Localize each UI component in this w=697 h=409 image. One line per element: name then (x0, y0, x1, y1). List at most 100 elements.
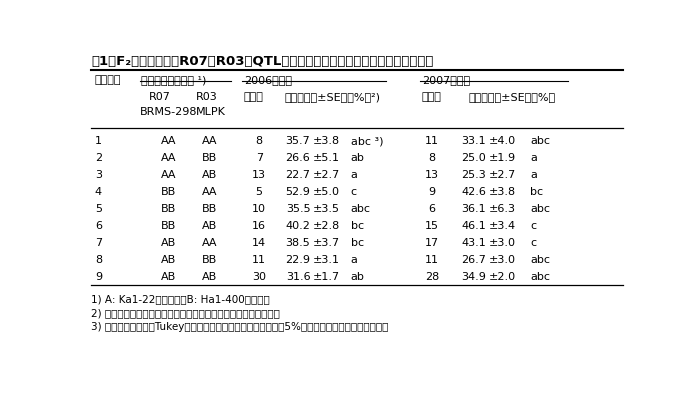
Text: ±1.9: ±1.9 (489, 153, 516, 163)
Text: c: c (530, 220, 537, 230)
Text: 9: 9 (95, 271, 102, 281)
Text: 個体数: 個体数 (244, 91, 263, 101)
Text: a: a (351, 170, 358, 180)
Text: bc: bc (530, 187, 544, 197)
Text: BB: BB (202, 153, 217, 163)
Text: 2006年検定: 2006年検定 (244, 74, 291, 84)
Text: 25.3: 25.3 (461, 170, 487, 180)
Text: 8: 8 (256, 136, 263, 146)
Text: ±3.0: ±3.0 (489, 254, 516, 264)
Text: AA: AA (202, 187, 217, 197)
Text: 16: 16 (252, 220, 266, 230)
Text: ±2.0: ±2.0 (489, 271, 516, 281)
Text: 11: 11 (425, 254, 439, 264)
Text: 個体数: 個体数 (422, 91, 442, 101)
Text: 17: 17 (425, 237, 439, 247)
Text: R07: R07 (149, 91, 171, 101)
Text: bc: bc (351, 237, 364, 247)
Text: ±2.7: ±2.7 (313, 170, 340, 180)
Text: BRMS-298: BRMS-298 (140, 107, 197, 117)
Text: 26.6: 26.6 (286, 153, 310, 163)
Text: ±6.3: ±6.3 (489, 203, 516, 213)
Text: 11: 11 (252, 254, 266, 264)
Text: 15: 15 (425, 220, 439, 230)
Text: a: a (530, 170, 537, 180)
Text: BB: BB (161, 203, 176, 213)
Text: abc: abc (530, 136, 551, 146)
Text: ab: ab (351, 271, 365, 281)
Text: 38.5: 38.5 (286, 237, 310, 247)
Text: abc: abc (351, 203, 371, 213)
Text: BB: BB (161, 187, 176, 197)
Text: c: c (351, 187, 357, 197)
Text: AB: AB (202, 271, 217, 281)
Text: 結実莢率（±SE）（%）: 結実莢率（±SE）（%） (468, 91, 556, 101)
Text: c: c (530, 237, 537, 247)
Text: 36.1: 36.1 (461, 203, 487, 213)
Text: AB: AB (161, 254, 176, 264)
Text: 2: 2 (95, 153, 102, 163)
Text: abc: abc (530, 254, 551, 264)
Text: 3) アルファベットはTukeyの多重比較検定の結果，同じ文字は5%水準で有意差がないことを示す: 3) アルファベットはTukeyの多重比較検定の結果，同じ文字は5%水準で有意差… (91, 321, 388, 331)
Text: ±2.8: ±2.8 (313, 220, 340, 230)
Text: ±3.7: ±3.7 (313, 237, 339, 247)
Text: グループ: グループ (95, 74, 121, 84)
Text: 13: 13 (425, 170, 439, 180)
Text: 8: 8 (95, 254, 102, 264)
Text: 46.1: 46.1 (461, 220, 487, 230)
Text: ±3.1: ±3.1 (313, 254, 339, 264)
Text: abc ³): abc ³) (351, 136, 383, 146)
Text: 33.1: 33.1 (461, 136, 487, 146)
Text: 42.6: 42.6 (461, 187, 487, 197)
Text: AB: AB (202, 220, 217, 230)
Text: BB: BB (161, 220, 176, 230)
Text: ±4.0: ±4.0 (489, 136, 516, 146)
Text: 結実莢率（±SE）（%）²): 結実莢率（±SE）（%）²) (285, 91, 381, 101)
Text: 2007年検定: 2007年検定 (422, 74, 470, 84)
Text: ±3.0: ±3.0 (489, 237, 516, 247)
Text: 22.7: 22.7 (285, 170, 310, 180)
Text: 1: 1 (95, 136, 102, 146)
Text: 1) A: Ka1-22型アリル，B: Ha1-400型アリル: 1) A: Ka1-22型アリル，B: Ha1-400型アリル (91, 293, 270, 303)
Text: 34.9: 34.9 (461, 271, 487, 281)
Text: BB: BB (202, 203, 217, 213)
Text: 8: 8 (429, 153, 436, 163)
Text: abc: abc (530, 203, 551, 213)
Text: 31.6: 31.6 (286, 271, 310, 281)
Text: ±3.5: ±3.5 (313, 203, 339, 213)
Text: AA: AA (161, 153, 176, 163)
Text: 6: 6 (429, 203, 436, 213)
Text: 13: 13 (252, 170, 266, 180)
Text: ±5.1: ±5.1 (313, 153, 339, 163)
Text: ±3.8: ±3.8 (489, 187, 516, 197)
Text: ±5.0: ±5.0 (313, 187, 339, 197)
Text: 11: 11 (425, 136, 439, 146)
Text: 5: 5 (256, 187, 263, 197)
Text: 43.1: 43.1 (461, 237, 487, 247)
Text: AB: AB (161, 237, 176, 247)
Text: 26.7: 26.7 (461, 254, 487, 264)
Text: ±2.7: ±2.7 (489, 170, 516, 180)
Text: AA: AA (161, 170, 176, 180)
Text: 25.0: 25.0 (461, 153, 487, 163)
Text: 30: 30 (252, 271, 266, 281)
Text: AA: AA (161, 136, 176, 146)
Text: マーカー遺伝子型 ¹): マーカー遺伝子型 ¹) (141, 74, 207, 84)
Text: 14: 14 (252, 237, 266, 247)
Text: ab: ab (351, 153, 365, 163)
Text: 35.7: 35.7 (286, 136, 310, 146)
Text: AB: AB (202, 170, 217, 180)
Text: a: a (351, 254, 358, 264)
Text: AA: AA (202, 136, 217, 146)
Text: 4: 4 (95, 187, 102, 197)
Text: 7: 7 (256, 153, 263, 163)
Text: 7: 7 (95, 237, 102, 247)
Text: ±3.4: ±3.4 (489, 220, 516, 230)
Text: 9: 9 (429, 187, 436, 197)
Text: R03: R03 (196, 91, 217, 101)
Text: BB: BB (202, 254, 217, 264)
Text: AB: AB (161, 271, 176, 281)
Text: 10: 10 (252, 203, 266, 213)
Text: 表1．F₂個体におけるR07とR03のQTL近傍マーカーの遺伝子型と結実莢率の関係: 表1．F₂個体におけるR07とR03のQTL近傍マーカーの遺伝子型と結実莢率の関… (91, 55, 434, 68)
Text: 40.2: 40.2 (286, 220, 310, 230)
